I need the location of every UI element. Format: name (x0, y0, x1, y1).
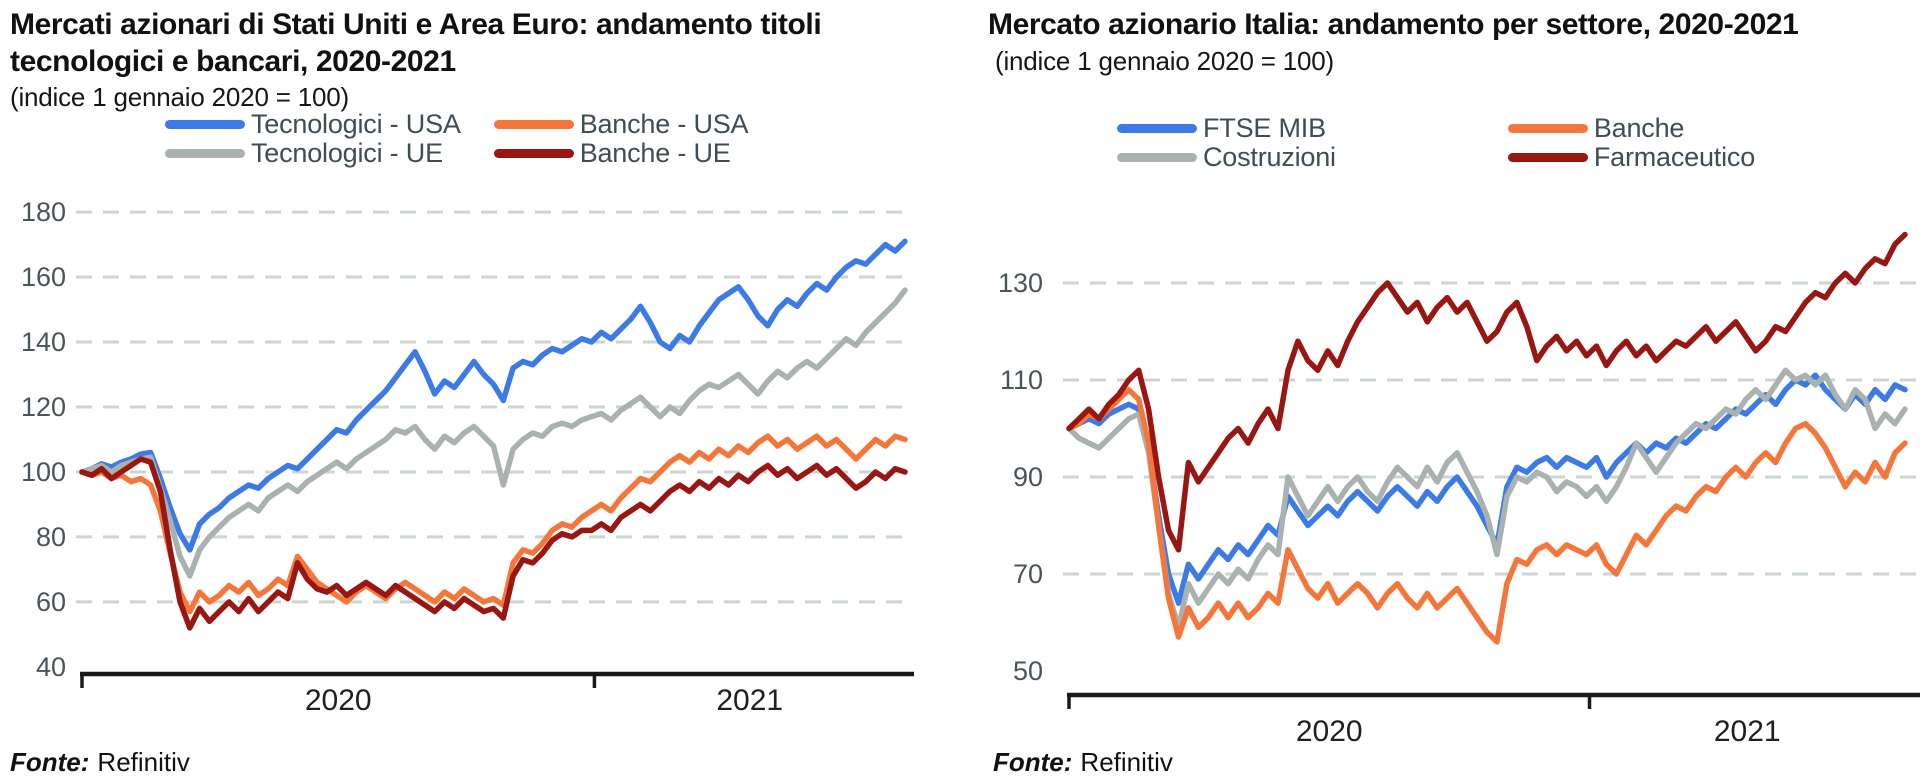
series-line-banche-ue (79, 456, 908, 631)
source-label: Fonte: (10, 747, 90, 777)
y-tick-label-130: 130 (998, 268, 1043, 298)
y-tick-label-120: 120 (21, 392, 66, 422)
source-note: Fonte: Refinitiv (10, 747, 190, 778)
legend-label: Tecnologici - USA (251, 108, 461, 139)
legend-label: Farmaceutico (1593, 141, 1756, 172)
legend-swatch-banche-ue (493, 148, 574, 158)
series-line-tecnologici-ue (79, 287, 908, 579)
legend-label: Banche (1593, 112, 1685, 143)
source-value: Refinitiv (97, 747, 190, 777)
y-tick-label-80: 80 (36, 522, 66, 552)
x-tick-label-2021: 2021 (716, 684, 783, 717)
line-chart-usa-eu: 40 60 80 100 120 140 160 180 2020 2021 (21, 197, 914, 717)
left-chart-panel: Mercati azionari di Stati Uniti e Area E… (0, 0, 948, 782)
source-note: Fonte: Refinitiv (993, 747, 1173, 778)
page-title: Mercati azionari di Stati Uniti e Area E… (10, 6, 822, 80)
legend-swatch-tecnologici-usa (165, 119, 245, 129)
legend-item-tecnologici-ue: Tecnologici - UE (165, 137, 461, 168)
source-label: Fonte: (993, 747, 1073, 777)
series-line-costruzioni (1066, 367, 1908, 631)
right-chart-panel: Mercato azionario Italia: andamento per … (985, 0, 1920, 782)
y-tick-label-60: 60 (36, 587, 66, 617)
legend-label: Costruzioni (1203, 141, 1336, 172)
chart-title-line-1: Mercato azionario Italia: andamento per … (988, 8, 1799, 41)
legend-swatch-banche (1507, 123, 1588, 133)
legend-label: FTSE MIB (1203, 112, 1326, 143)
legend-label: Banche - USA (579, 108, 749, 139)
legend-swatch-ftse-mib (1117, 123, 1197, 133)
y-tick-label-180: 180 (21, 197, 66, 227)
legend-item-farmaceutico: Farmaceutico (1507, 141, 1756, 172)
legend-label: Tecnologici - UE (251, 137, 443, 168)
series-line-tecnologici-usa (79, 238, 908, 553)
line-chart-italy-sectors: 50 70 90 110 130 2020 2021 (998, 231, 1920, 748)
series-line-ftse-mib (1066, 372, 1908, 606)
y-tick-label-140: 140 (21, 327, 66, 357)
chart-subtitle: (indice 1 gennaio 2020 = 100) (995, 46, 1334, 76)
x-tick-label-2020: 2020 (305, 684, 372, 717)
chart-title-line-2: tecnologici e bancari, 2020-2021 (10, 45, 456, 78)
legend-label: Banche - UE (579, 137, 731, 168)
chart-legend: Tecnologici - USA Banche - USA Tecnologici… (165, 108, 749, 168)
y-tick-label-110: 110 (1000, 365, 1043, 395)
legend-item-ftse-mib: FTSE MIB (1117, 112, 1336, 143)
legend-item-banche-usa: Banche - USA (493, 108, 749, 139)
y-tick-label-100: 100 (21, 457, 66, 487)
legend-swatch-banche-usa (493, 119, 574, 129)
y-tick-label-70: 70 (1013, 559, 1043, 589)
series-line-banche (1066, 386, 1908, 645)
legend-swatch-tecnologici-ue (165, 148, 245, 158)
chart-title-line-1: Mercati azionari di Stati Uniti e Area E… (10, 8, 822, 41)
legend-item-tecnologici-usa: Tecnologici - USA (165, 108, 461, 139)
legend-item-banche: Banche (1507, 112, 1755, 143)
y-tick-label-50: 50 (1013, 656, 1043, 686)
legend-swatch-costruzioni (1117, 152, 1197, 162)
legend-swatch-farmaceutico (1507, 152, 1588, 162)
x-tick-label-2020: 2020 (1296, 715, 1363, 748)
x-tick-label-2021: 2021 (1714, 715, 1781, 748)
legend-item-costruzioni: Costruzioni (1117, 141, 1336, 172)
y-tick-label-90: 90 (1013, 462, 1043, 492)
series-line-farmaceutico (1066, 231, 1908, 553)
chart-legend: FTSE MIB Banche Costruzioni Farmaceutico (1117, 112, 1756, 172)
series-line-banche-usa (79, 433, 908, 615)
legend-item-banche-ue: Banche - UE (493, 137, 749, 168)
y-tick-label-160: 160 (21, 262, 66, 292)
page-title: Mercato azionario Italia: andamento per … (988, 6, 1799, 43)
chart-subtitle: (indice 1 gennaio 2020 = 100) (10, 82, 349, 112)
source-value: Refinitiv (1080, 747, 1173, 777)
y-tick-label-40: 40 (36, 652, 66, 682)
